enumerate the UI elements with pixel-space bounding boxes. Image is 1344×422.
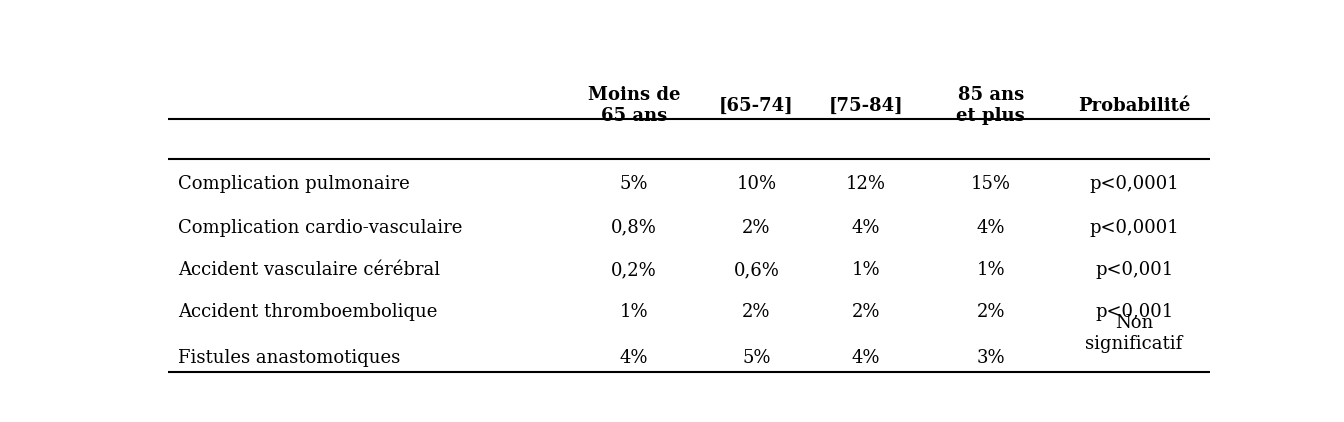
Text: 3%: 3% bbox=[977, 349, 1005, 367]
Text: 10%: 10% bbox=[737, 175, 777, 193]
Text: Non
significatif: Non significatif bbox=[1086, 314, 1183, 353]
Text: Probabilité: Probabilité bbox=[1078, 97, 1191, 115]
Text: 2%: 2% bbox=[852, 303, 880, 321]
Text: 1%: 1% bbox=[852, 261, 880, 279]
Text: 5%: 5% bbox=[742, 349, 770, 367]
Text: [65-74]: [65-74] bbox=[719, 97, 794, 115]
Text: Accident vasculaire cérébral: Accident vasculaire cérébral bbox=[179, 261, 441, 279]
Text: Complication pulmonaire: Complication pulmonaire bbox=[179, 175, 410, 193]
Text: 15%: 15% bbox=[970, 175, 1011, 193]
Text: p<0,0001: p<0,0001 bbox=[1089, 219, 1179, 237]
Text: p<0,0001: p<0,0001 bbox=[1089, 175, 1179, 193]
Text: 2%: 2% bbox=[742, 303, 770, 321]
Text: 4%: 4% bbox=[977, 219, 1005, 237]
Text: 0,6%: 0,6% bbox=[734, 261, 780, 279]
Text: 5%: 5% bbox=[620, 175, 648, 193]
Text: 4%: 4% bbox=[852, 349, 880, 367]
Text: Moins de
65 ans: Moins de 65 ans bbox=[587, 87, 680, 125]
Text: 0,2%: 0,2% bbox=[612, 261, 657, 279]
Text: 4%: 4% bbox=[620, 349, 648, 367]
Text: 1%: 1% bbox=[620, 303, 648, 321]
Text: p<0,001: p<0,001 bbox=[1095, 261, 1173, 279]
Text: 12%: 12% bbox=[845, 175, 886, 193]
Text: p<0,001: p<0,001 bbox=[1095, 303, 1173, 321]
Text: 4%: 4% bbox=[852, 219, 880, 237]
Text: 85 ans
et plus: 85 ans et plus bbox=[957, 87, 1025, 125]
Text: Complication cardio-vasculaire: Complication cardio-vasculaire bbox=[179, 219, 462, 237]
Text: Fistules anastomotiques: Fistules anastomotiques bbox=[179, 349, 401, 367]
Text: 0,8%: 0,8% bbox=[612, 219, 657, 237]
Text: 2%: 2% bbox=[977, 303, 1005, 321]
Text: 1%: 1% bbox=[977, 261, 1005, 279]
Text: [75-84]: [75-84] bbox=[828, 97, 903, 115]
Text: Accident thromboembolique: Accident thromboembolique bbox=[179, 303, 438, 321]
Text: 2%: 2% bbox=[742, 219, 770, 237]
